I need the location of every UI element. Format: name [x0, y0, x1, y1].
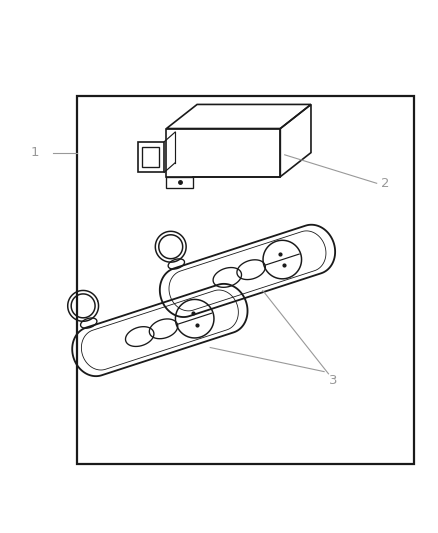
Bar	[138, 142, 164, 172]
Text: 1: 1	[31, 146, 39, 159]
Bar	[142, 147, 159, 167]
Bar	[77, 96, 414, 464]
Text: 3: 3	[328, 374, 337, 387]
Text: 2: 2	[381, 177, 390, 190]
